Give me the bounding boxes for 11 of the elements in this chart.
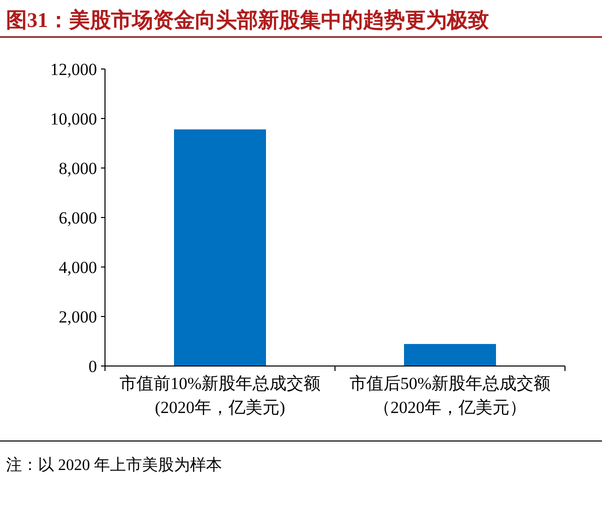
y-tick-label: 12,000	[50, 60, 97, 79]
y-tick-label: 4,000	[58, 258, 97, 277]
x-tick-label: 市值后50%新股年总成交额（2020年，亿美元）	[349, 374, 551, 417]
chart-title: 图31：美股市场资金向头部新股集中的趋势更为极致	[6, 8, 489, 32]
y-tick-label: 6,000	[58, 208, 97, 228]
y-tick-label: 8,000	[58, 159, 97, 178]
y-tick-label: 0	[88, 357, 97, 376]
y-tick-label: 2,000	[58, 308, 97, 326]
y-tick-label: 10,000	[50, 110, 97, 128]
text: 注：以 2020 年上市美股为样本	[6, 456, 222, 474]
x-tick-label: 市值前10%新股年总成交额(2020年，亿美元)	[119, 374, 321, 417]
